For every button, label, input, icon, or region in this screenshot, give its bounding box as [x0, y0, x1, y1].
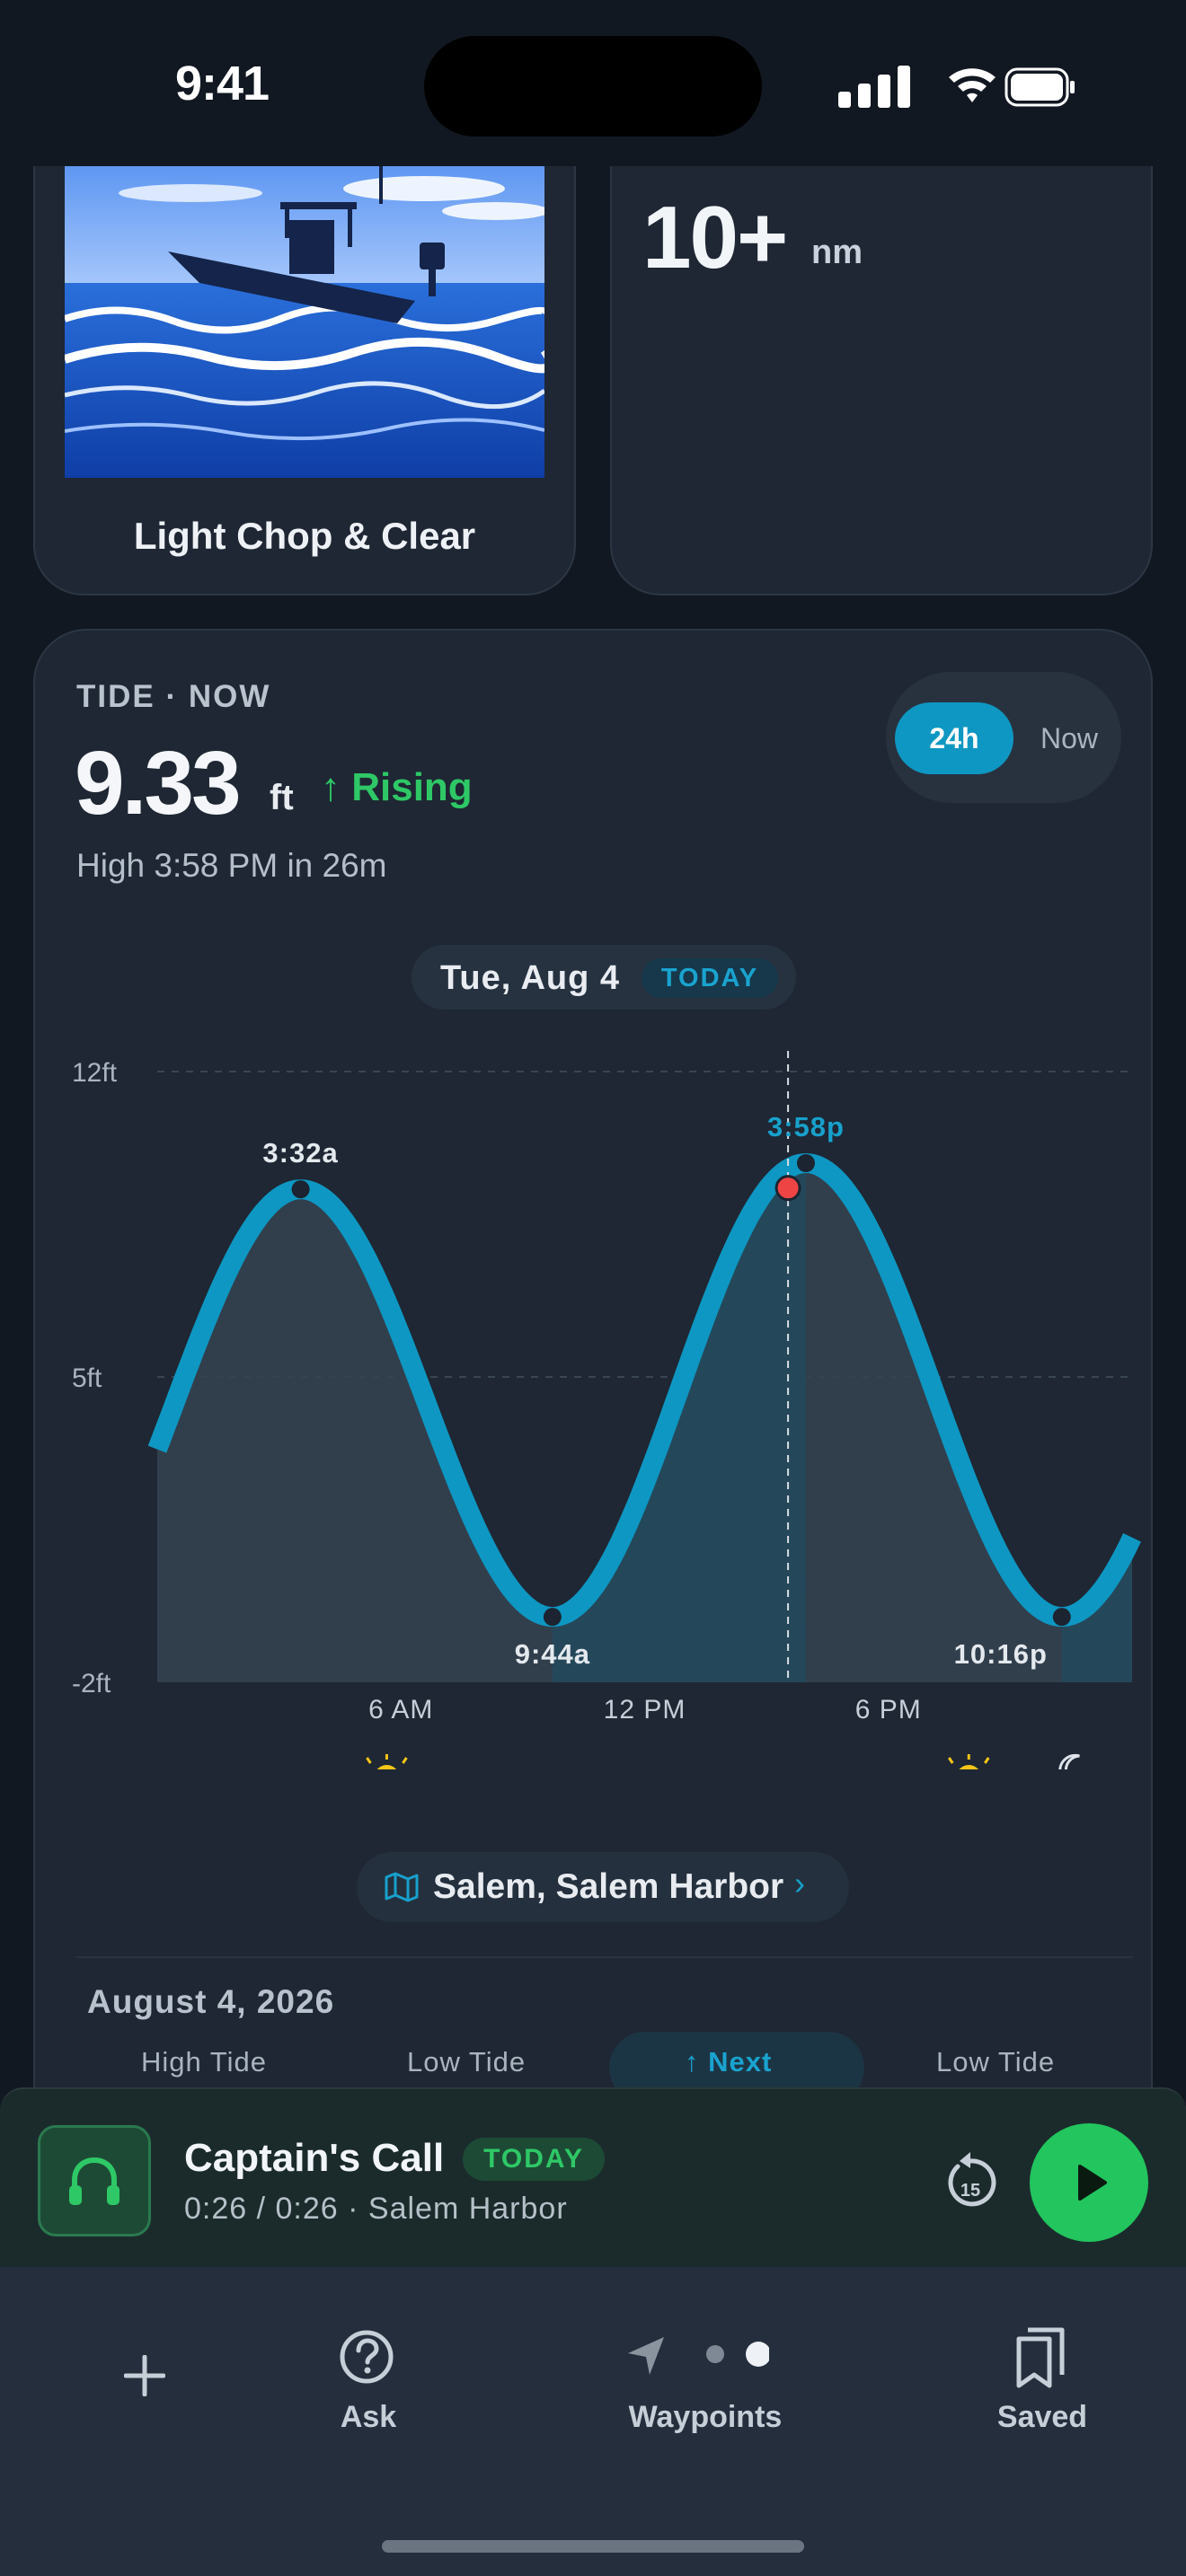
- tide-tab-high[interactable]: High Tide: [141, 2046, 267, 2078]
- extreme-label: 9:44a: [515, 1638, 590, 1670]
- sun-ray: [948, 1757, 954, 1764]
- extreme-label: 10:16p: [954, 1638, 1048, 1670]
- navigation-arrow-icon: [628, 2337, 664, 2375]
- x-tick-label: 6 AM: [368, 1695, 433, 1725]
- visibility-value: 10+: [642, 188, 788, 287]
- extreme-label: 3:58p: [767, 1111, 845, 1142]
- toggle-24h[interactable]: 24h: [895, 702, 1013, 774]
- home-indicator: [382, 2540, 804, 2553]
- tide-unit: ft: [270, 778, 294, 817]
- dynamic-island: [424, 36, 762, 137]
- tide-chart[interactable]: 12ft 5ft -2ft 3:32a 9:44a 3:58p 10:16p 6 AM 12 P…: [72, 1051, 1141, 1769]
- boat-illustration: [65, 166, 544, 478]
- x-tick-label: 12 PM: [604, 1695, 686, 1725]
- extreme-marker: [291, 1180, 310, 1199]
- tab-waypoints[interactable]: Waypoints: [628, 2400, 783, 2434]
- player-title: Captain's Call: [184, 2136, 445, 2180]
- play-button[interactable]: [1030, 2123, 1148, 2242]
- status-icons: [838, 66, 1075, 108]
- x-tick-label: 6 PM: [855, 1695, 922, 1725]
- y-tick-label: 5ft: [72, 1363, 102, 1393]
- extreme-label: 3:32a: [262, 1137, 338, 1169]
- today-badge: TODAY: [642, 958, 778, 998]
- tide-table-date: August 4, 2026: [87, 1983, 335, 2020]
- now-marker: [774, 1175, 801, 1202]
- sea-state-caption: Light Chop & Clear: [133, 515, 476, 557]
- tide-trend: ↑ Rising: [321, 765, 473, 809]
- visibility-unit: nm: [811, 234, 863, 271]
- play-icon: [1078, 2165, 1107, 2201]
- tide-tab-next[interactable]: ↑ Next: [685, 2046, 773, 2078]
- date-text: Tue, Aug 4: [440, 959, 620, 997]
- next-high-info: High 3:58 PM in 26m: [76, 847, 387, 884]
- tab-ask[interactable]: Ask: [340, 2400, 397, 2434]
- sun-ray: [366, 1757, 372, 1764]
- extreme-marker: [543, 1608, 562, 1627]
- moonrise-icon: [1058, 1753, 1080, 1769]
- map-icon: [385, 1872, 419, 1902]
- tide-curve: [147, 1153, 1141, 1628]
- toggle-now[interactable]: Now: [1040, 722, 1098, 754]
- replay-seconds: 15: [960, 2181, 980, 2201]
- sun-ray: [402, 1757, 408, 1764]
- help-icon[interactable]: [338, 2328, 395, 2386]
- location-label: Salem, Salem Harbor: [433, 1867, 784, 1906]
- location-pill[interactable]: [357, 1852, 849, 1922]
- player-artwork: [38, 2125, 151, 2236]
- page-dots: [706, 2342, 769, 2367]
- headphones-icon: [69, 2157, 119, 2205]
- tide-value: 9.33: [75, 733, 242, 834]
- replay-15-icon[interactable]: 15: [940, 2148, 1001, 2213]
- add-icon[interactable]: [124, 2355, 165, 2396]
- tide-tab-low-2[interactable]: Low Tide: [936, 2046, 1056, 2078]
- extreme-marker: [796, 1154, 815, 1172]
- y-tick-label: 12ft: [72, 1058, 118, 1088]
- sunrise-icon: [376, 1765, 397, 1769]
- status-time: 9:41: [175, 57, 270, 110]
- tab-saved[interactable]: Saved: [996, 2400, 1088, 2434]
- y-tick-label: -2ft: [72, 1669, 111, 1698]
- player-subtitle: 0:26 / 0:26 · Salem Harbor: [184, 2192, 568, 2226]
- signal-icon: [838, 66, 910, 108]
- divider: [76, 1956, 1133, 1958]
- wifi-icon: [949, 68, 996, 102]
- tide-tab-low[interactable]: Low Tide: [407, 2046, 527, 2078]
- player-today-badge: TODAY: [463, 2138, 605, 2181]
- chevron-right-icon: ›: [794, 1865, 805, 1901]
- sun-ray: [984, 1757, 990, 1764]
- tide-label: TIDE · NOW: [76, 679, 271, 714]
- tab-bar: [0, 2267, 1186, 2576]
- bookmarks-icon: [1016, 2327, 1065, 2388]
- visibility-card[interactable]: [610, 166, 1153, 595]
- sunset-icon: [959, 1765, 978, 1769]
- extreme-marker: [1052, 1608, 1071, 1627]
- battery-icon: [1005, 67, 1075, 107]
